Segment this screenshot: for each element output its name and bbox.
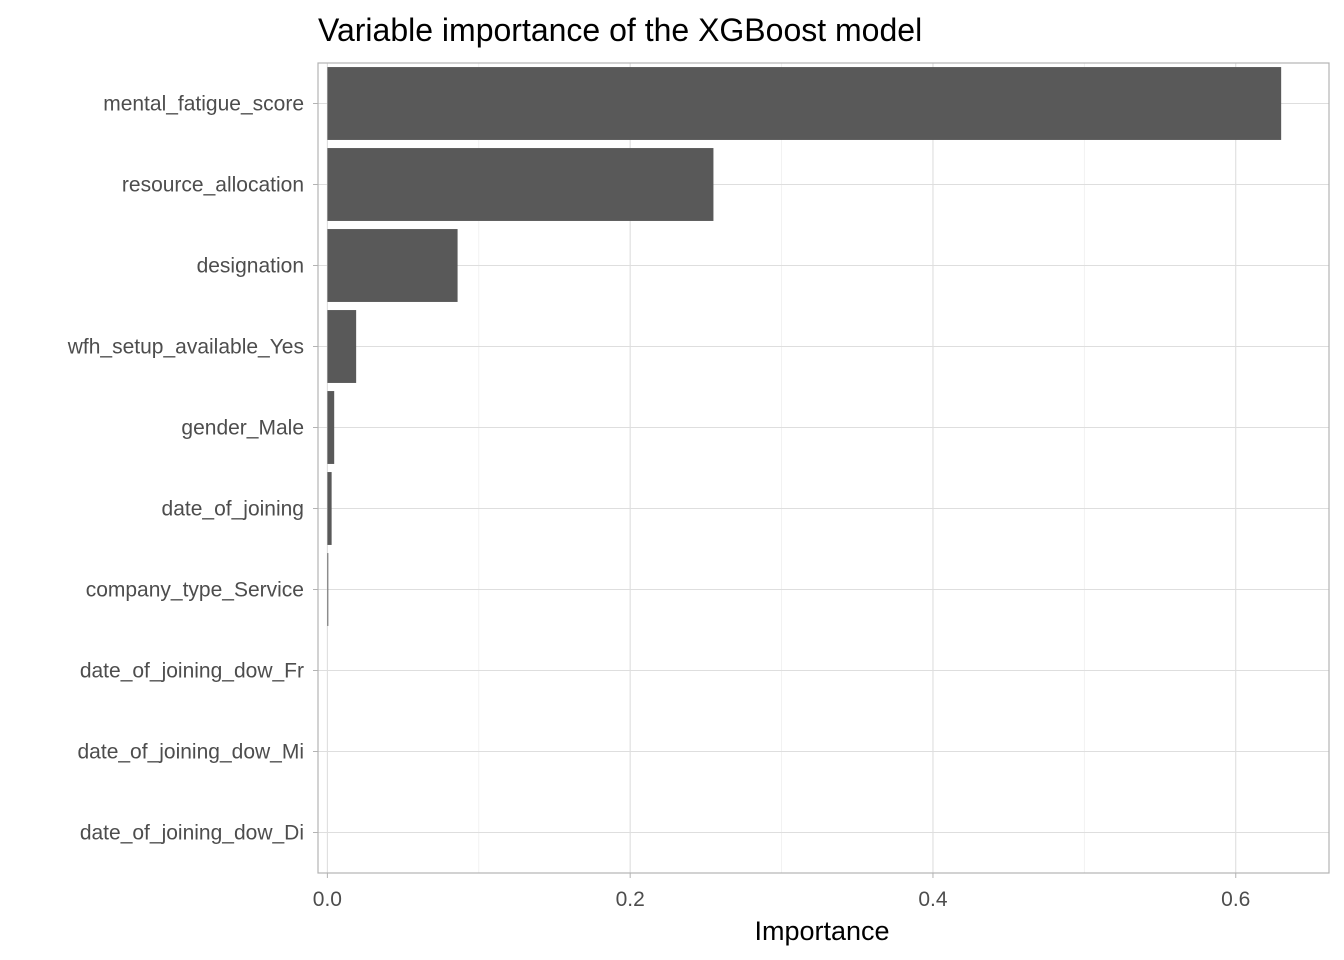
x-tick-label: 0.4 — [918, 888, 948, 911]
bar-resource_allocation — [327, 148, 714, 221]
bar-mental_fatigue_score — [327, 67, 1282, 140]
y-tick-label: gender_Male — [181, 417, 304, 440]
bars — [327, 67, 1282, 626]
x-tick-label: 0.6 — [1221, 888, 1250, 911]
bar-designation — [327, 229, 458, 302]
x-axis-title: Importance — [754, 916, 889, 946]
bar-gender_Male — [327, 391, 335, 464]
x-axis-ticks: 0.0 0.2 0.4 0.6 — [313, 873, 1250, 911]
y-tick-label: date_of_joining_dow_Fr — [80, 660, 304, 683]
plot-panel — [317, 62, 1330, 874]
grid-lines — [318, 63, 1329, 873]
bar-wfh_setup_available_Yes — [327, 310, 357, 383]
x-tick-label: 0.2 — [616, 888, 645, 911]
y-tick-label: mental_fatigue_score — [103, 93, 304, 116]
x-tick-label: 0.0 — [313, 888, 342, 911]
y-tick-label: wfh_setup_available_Yes — [67, 336, 304, 359]
y-axis-labels: mental_fatigue_score resource_allocationd… — [67, 93, 318, 845]
bar-company_type_Service — [327, 553, 329, 626]
y-tick-label: date_of_joining_dow_Di — [80, 822, 304, 845]
y-tick-label: date_of_joining — [162, 498, 304, 521]
bar-date_of_joining — [327, 472, 332, 545]
y-tick-label: date_of_joining_dow_Mi — [78, 741, 305, 764]
y-tick-label: designation — [197, 255, 304, 278]
chart-title: Variable importance of the XGBoost model — [318, 12, 922, 48]
y-tick-label: resource_allocation — [122, 174, 304, 197]
y-tick-label: company_type_Service — [86, 579, 304, 602]
